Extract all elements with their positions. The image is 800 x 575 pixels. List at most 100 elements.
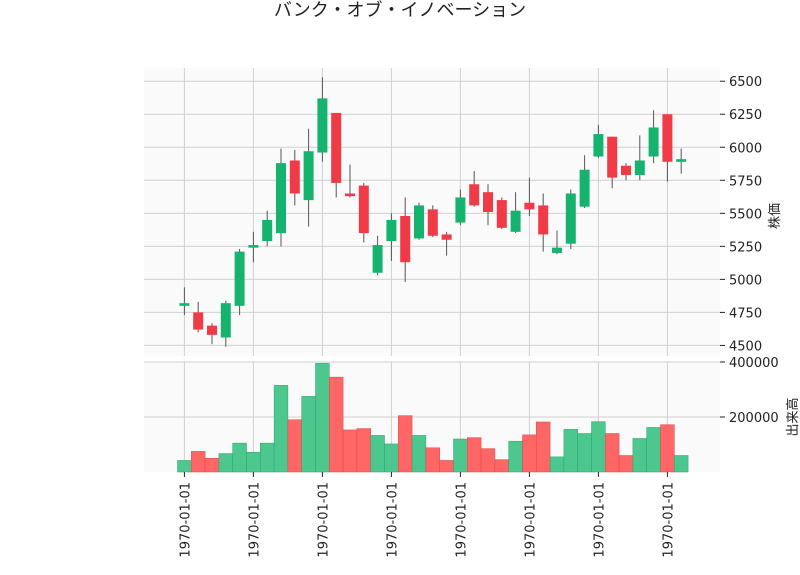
volume-bar [605,433,620,473]
candle-body [552,247,562,253]
candle [621,163,631,181]
volume-bar [632,438,647,473]
volume-bar [439,460,454,473]
price-panel: 4500 4750 5000 5250 5500 5750 6000 6250 6500 株価 [144,68,783,356]
candle [441,231,452,256]
price-tick-label: 4500 [729,339,762,354]
candle [414,202,424,240]
candle [358,182,369,243]
x-tick-label: 1970-01-01 [178,482,193,558]
volume-bar [246,451,261,473]
volume-bar [204,458,220,473]
volume-bar [618,455,634,473]
volume-panel: 200000 400000 出来高 [144,356,800,473]
price-y-ticks: 4500 4750 5000 5250 5500 5750 6000 6250 6500 [720,75,762,354]
candle-body [234,251,245,306]
volume-bars [177,363,689,473]
volume-axis-label: 出来高 [785,397,800,436]
candle-body [427,209,438,236]
candle [607,136,618,189]
candle [276,148,286,247]
candle [662,114,673,182]
candle-body [483,192,493,212]
volume-bar [453,438,468,473]
candle [593,124,604,158]
volume-bar [260,442,275,473]
candle [676,148,687,174]
x-tick-label: 1970-01-01 [247,482,262,558]
candle-body [648,127,659,157]
candle [496,197,507,230]
volume-bar [398,415,413,473]
volume-bar [522,434,537,473]
candle-body [303,151,314,201]
volume-bar [273,385,289,473]
candle-body [400,215,411,263]
price-axis-label: 株価 [768,203,783,229]
price-tick-label: 5750 [729,174,762,189]
volume-bar [591,421,606,473]
candle [317,77,328,162]
candle-body [317,98,328,153]
candle [248,231,259,263]
candle [262,210,273,247]
candle-body [193,312,204,330]
candle-body [331,112,342,183]
candle-body [455,197,466,223]
candle [289,149,300,206]
candle [179,287,190,316]
volume-bar [356,428,371,473]
candle [538,193,549,252]
price-tick-label: 4750 [729,306,762,321]
candle-body [565,193,576,244]
candle [648,110,659,164]
x-tick-label: 1970-01-01 [385,482,400,558]
volume-bar [467,437,482,473]
volume-bar [411,435,427,473]
candle-body [289,160,300,194]
volume-bar [342,429,358,473]
candle-body [386,219,397,242]
candle-body [538,205,549,235]
volume-bar [177,460,192,473]
candle [483,184,493,226]
volume-bar [301,396,316,473]
candle [524,177,535,216]
candle-body [207,325,217,335]
x-tick-labels: 1970-01-01 1970-01-01 1970-01-01 1970-01-01… [178,472,676,558]
volume-bar [329,376,344,473]
price-tick-label: 5000 [729,273,762,288]
candle [455,189,466,226]
candle-body [358,185,369,234]
volume-bar [660,424,675,473]
candle-body [524,202,535,210]
volume-bar [218,453,233,473]
x-tick-label: 1970-01-01 [454,482,469,558]
candle-body [414,205,424,239]
volume-bar [674,455,689,473]
candle-body [220,303,231,338]
candle-body [372,245,383,273]
price-tick-label: 6000 [729,141,762,156]
x-tick-label: 1970-01-01 [316,482,331,558]
x-tick-label: 1970-01-01 [661,482,676,558]
candle-body [579,169,590,207]
candle [386,213,397,261]
candle-body [248,245,259,248]
candle [220,300,231,347]
candle-body [441,234,452,240]
candle-body [510,210,521,232]
volume-tick-label: 200000 [729,411,779,426]
volume-tick-label: 400000 [729,356,779,371]
volume-bar [384,443,399,473]
volume-bar [315,363,330,473]
candle-body [469,184,480,206]
candles [179,77,687,347]
candle [331,112,342,198]
candle-body [676,159,687,162]
candle-body [607,136,618,178]
candle [552,230,562,255]
x-tick-label: 1970-01-01 [523,482,538,558]
candle [207,322,217,345]
